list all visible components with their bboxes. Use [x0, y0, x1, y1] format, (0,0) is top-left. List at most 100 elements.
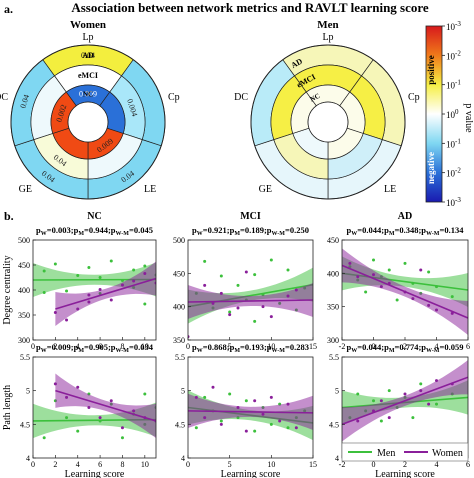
- panel-ad-path-length-women-fit-line: [342, 376, 468, 426]
- panel-mci-path-length-ytick-label-2: 5: [181, 387, 185, 396]
- panel-ad-degree-centrality-men-point-6: [395, 298, 399, 302]
- panel-mci-degree-centrality-women-point-5: [236, 306, 240, 310]
- women-p-ad-dc: 0.04: [18, 93, 31, 109]
- panel-nc-path-length-women-point-3: [87, 406, 91, 409]
- panel-ad-degree-centrality-men-point-2: [364, 290, 368, 294]
- women-ring-label-emci: eMCI: [78, 71, 98, 80]
- panel-ad-path-length-xlabel: Learning score: [375, 469, 435, 478]
- panel-mci-path-length-xtick-label-1: 5: [228, 460, 232, 469]
- panel-ad-path-length-xtick-label-4: 6: [466, 460, 470, 469]
- panel-mci-path-length-men-point-1: [203, 395, 207, 399]
- panel-ad-degree-centrality-ytick-label-3: 450: [327, 236, 339, 245]
- panel-nc-path-length-xtick-label-5: 10: [141, 460, 149, 469]
- panel-nc-path-length-men-point-3: [76, 429, 80, 433]
- colorbar-tick-label-6: 10-3: [446, 196, 461, 208]
- panel-nc-degree-centrality-men-point-5: [87, 266, 91, 269]
- panel-nc-degree-centrality-men-point-0: [42, 269, 46, 273]
- panel-ad-degree-centrality-xtick-label-0: -2: [339, 342, 346, 351]
- panel-ad-path-length-women-point-5: [419, 389, 423, 393]
- panel-mci-degree-centrality-women-fit-line: [188, 299, 313, 303]
- panel-a-letter: a.: [4, 2, 13, 16]
- panel-nc-degree-centrality-xtick-label-3: 6: [98, 342, 102, 351]
- panel-mci-degree-centrality-men-point-7: [253, 273, 257, 277]
- panel-nc-degree-centrality-women-point-6: [109, 298, 113, 302]
- colorbar-negative-label: negative: [426, 152, 436, 184]
- panel-ad-degree-centrality-xtick-label-2: 2: [403, 342, 407, 351]
- panel-mci-degree-centrality: 0 5 10 15 350 400 450 500 MCI pW=0.921;pM=0.189;p…: [173, 211, 317, 351]
- panel-mci-path-length-men-point-7: [253, 429, 257, 433]
- panel-nc-degree-centrality-xtick-label-4: 8: [120, 342, 124, 351]
- panel-ad-path-length-men-point-9: [419, 382, 423, 386]
- panel-mci-degree-centrality-men-point-3: [219, 274, 223, 278]
- panel-nc-degree-centrality-plot-area: [33, 259, 156, 326]
- panel-nc-degree-centrality-men-point-13: [143, 302, 147, 306]
- legend-men-label: Men: [377, 448, 395, 459]
- scatter-panels: 0 2 4 6 8 10300350400450500NCpW=0.003;pM=0.94…: [2, 211, 470, 478]
- panel-mci-path-length-ytick-label-3: 5.5: [175, 353, 185, 362]
- panel-mci-path-length-women-point-9: [278, 419, 282, 423]
- panel-nc-path-length-men-point-2: [65, 416, 69, 420]
- panel-nc-degree-centrality-women-point-9: [143, 272, 147, 275]
- panel-ad-degree-centrality-xtick-label-4: 6: [466, 342, 470, 351]
- panel-mci-path-length-women-point-5: [244, 429, 248, 433]
- women-metric-dc: DC: [0, 92, 8, 103]
- men-outer-ring: [250, 44, 406, 200]
- panel-nc-degree-centrality-ytick-label-3: 450: [18, 261, 30, 270]
- panel-mci-path-length-women-point-6: [253, 399, 257, 403]
- panel-ad-degree-centrality-ytick-label-0: 300: [327, 336, 339, 345]
- panel-ad-degree-centrality-women-point-9: [435, 308, 438, 312]
- panel-nc-degree-centrality-men-point-8: [109, 259, 113, 263]
- panel-ad-path-length-women-point-0: [356, 419, 360, 423]
- panel-nc-degree-centrality-women-point-1: [65, 318, 69, 322]
- panel-ad-degree-centrality-title: AD: [398, 211, 412, 222]
- men-metric-dc: DC: [234, 92, 248, 103]
- panel-nc-degree-centrality-ytick-label-0: 300: [18, 336, 30, 345]
- panel-mci-degree-centrality-men-point-1: [203, 259, 207, 263]
- panel-nc-path-length-women-point-4: [98, 416, 102, 420]
- panel-ad-degree-centrality: -2 0 2 4 6 300 350 400 450 AD pW=0.044;pM=0.348;pW…: [327, 211, 470, 351]
- colorbar-tick-label-3: 100: [446, 108, 459, 120]
- panel-ad-degree-centrality-xtick-label-3: 4: [435, 342, 439, 351]
- panel-mci-degree-centrality-xtick-label-1: 5: [228, 342, 232, 351]
- panel-ad-path-length-ytick-label-0: 4: [335, 454, 339, 463]
- panel-ad-path-length-men-point-4: [379, 419, 383, 423]
- panel-nc-degree-centrality-ytick-label-4: 500: [18, 236, 30, 245]
- panel-nc-degree-centrality-xtick-label-0: 0: [31, 342, 35, 351]
- panel-mci-degree-centrality-women-point-2: [211, 301, 215, 305]
- panel-mci-degree-centrality-men-point-4: [228, 310, 232, 314]
- women-label: Women: [70, 19, 106, 31]
- panel-nc-path-length-xtick-label-4: 8: [120, 460, 124, 469]
- panel-mci-path-length-women-point-2: [211, 385, 215, 389]
- colorbar-tick-label-4: 10-1: [446, 137, 461, 149]
- colorbar-tick-label-0: 10-3: [446, 20, 461, 32]
- panel-mci-path-length-women-point-11: [294, 426, 298, 430]
- panel-nc-degree-centrality-women-point-3: [87, 300, 91, 304]
- panel-mci-path-length-xlabel: Learning score: [221, 469, 281, 478]
- panel-mci-degree-centrality-women-point-8: [269, 315, 273, 319]
- men-ring-label-nc: NC: [309, 92, 322, 104]
- panel-ad-degree-centrality-men-point-3: [372, 258, 375, 262]
- panel-nc-path-length: 0 2 4 6 8 10 4 4.5 5 5.5 pW=0.009;pM=0.905;pW-M=0.…: [2, 342, 157, 478]
- panel-ad-degree-centrality-women-point-8: [427, 303, 431, 307]
- panel-mci-path-length-stats: pW=0.868;pM=0.193;pW-M=0.283: [192, 342, 309, 354]
- panel-mci-path-length-women-point-10: [286, 402, 290, 406]
- panel-ad-path-length: -2 0 2 4 644.555.5pW=0.044;pM=0.774;pW-M=0.0…: [329, 342, 470, 478]
- colorbar-tick-label-5: 10-2: [446, 167, 461, 179]
- women-outer-ring: [10, 44, 166, 200]
- panel-nc-degree-centrality-women-point-7: [120, 283, 124, 287]
- panel-nc-degree-centrality-men-point-12: [143, 264, 147, 268]
- panel-mci-path-length-men-point-6: [244, 399, 248, 403]
- panel-nc-degree-centrality-women-point-2: [76, 307, 80, 311]
- panel-nc-degree-centrality-women-fit-line: [55, 277, 156, 310]
- panel-ad-degree-centrality-men-point-12: [450, 295, 454, 299]
- panel-mci-path-length-women-point-0: [194, 395, 198, 399]
- panel-nc-degree-centrality-women-point-8: [132, 279, 136, 283]
- panel-mci-degree-centrality-men-point-10: [269, 258, 273, 262]
- panel-nc-path-length-women-point-7: [132, 409, 136, 413]
- panel-nc-degree-centrality-xtick-label-1: 2: [53, 342, 57, 351]
- women-ring-label-ad: AD: [82, 51, 94, 60]
- panel-nc-degree-centrality: 0 2 4 6 8 10 300 350 400 450 500 NC pW=0.003;pM=0.94…: [2, 211, 157, 351]
- panel-mci-path-length-xtick-label-3: 15: [309, 460, 317, 469]
